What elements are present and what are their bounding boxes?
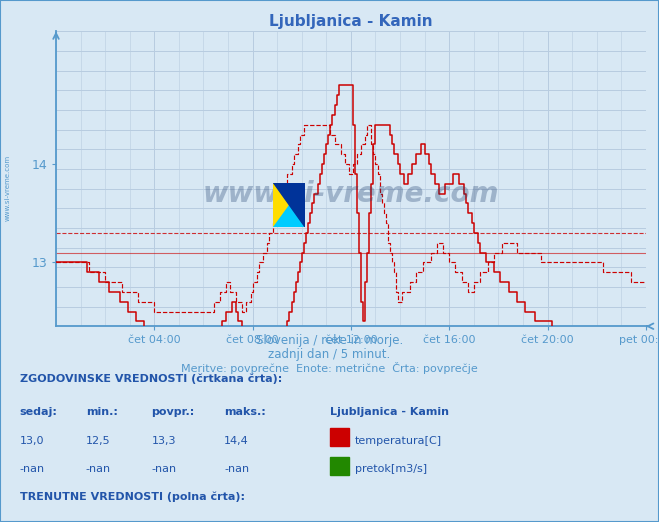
- Text: 13,3: 13,3: [152, 436, 176, 446]
- Text: 12,5: 12,5: [86, 436, 110, 446]
- Text: -nan: -nan: [224, 465, 249, 474]
- Text: ZGODOVINSKE VREDNOSTI (črtkana črta):: ZGODOVINSKE VREDNOSTI (črtkana črta):: [20, 374, 282, 384]
- Text: Ljubljanica - Kamin: Ljubljanica - Kamin: [330, 407, 449, 417]
- Title: Ljubljanica - Kamin: Ljubljanica - Kamin: [269, 14, 433, 29]
- Text: maks.:: maks.:: [224, 407, 266, 417]
- Text: Slovenija / reke in morje.: Slovenija / reke in morje.: [256, 334, 403, 347]
- Polygon shape: [273, 183, 305, 227]
- Text: -nan: -nan: [152, 465, 177, 474]
- Polygon shape: [273, 183, 305, 227]
- Text: sedaj:: sedaj:: [20, 407, 57, 417]
- Text: -nan: -nan: [20, 465, 45, 474]
- Text: 14,4: 14,4: [224, 436, 249, 446]
- Bar: [330, 428, 349, 446]
- Text: www.si-vreme.com: www.si-vreme.com: [203, 180, 499, 208]
- Polygon shape: [273, 183, 305, 227]
- Text: pretok[m3/s]: pretok[m3/s]: [355, 465, 426, 474]
- Text: 13,0: 13,0: [20, 436, 44, 446]
- Text: povpr.:: povpr.:: [152, 407, 195, 417]
- Text: min.:: min.:: [86, 407, 117, 417]
- Text: zadnji dan / 5 minut.: zadnji dan / 5 minut.: [268, 348, 391, 361]
- Bar: [330, 457, 349, 475]
- Text: temperatura[C]: temperatura[C]: [355, 436, 442, 446]
- Text: TRENUTNE VREDNOSTI (polna črta):: TRENUTNE VREDNOSTI (polna črta):: [20, 492, 244, 502]
- Text: www.si-vreme.com: www.si-vreme.com: [5, 155, 11, 221]
- Text: Meritve: povprečne  Enote: metrične  Črta: povprečje: Meritve: povprečne Enote: metrične Črta:…: [181, 362, 478, 374]
- Text: -nan: -nan: [86, 465, 111, 474]
